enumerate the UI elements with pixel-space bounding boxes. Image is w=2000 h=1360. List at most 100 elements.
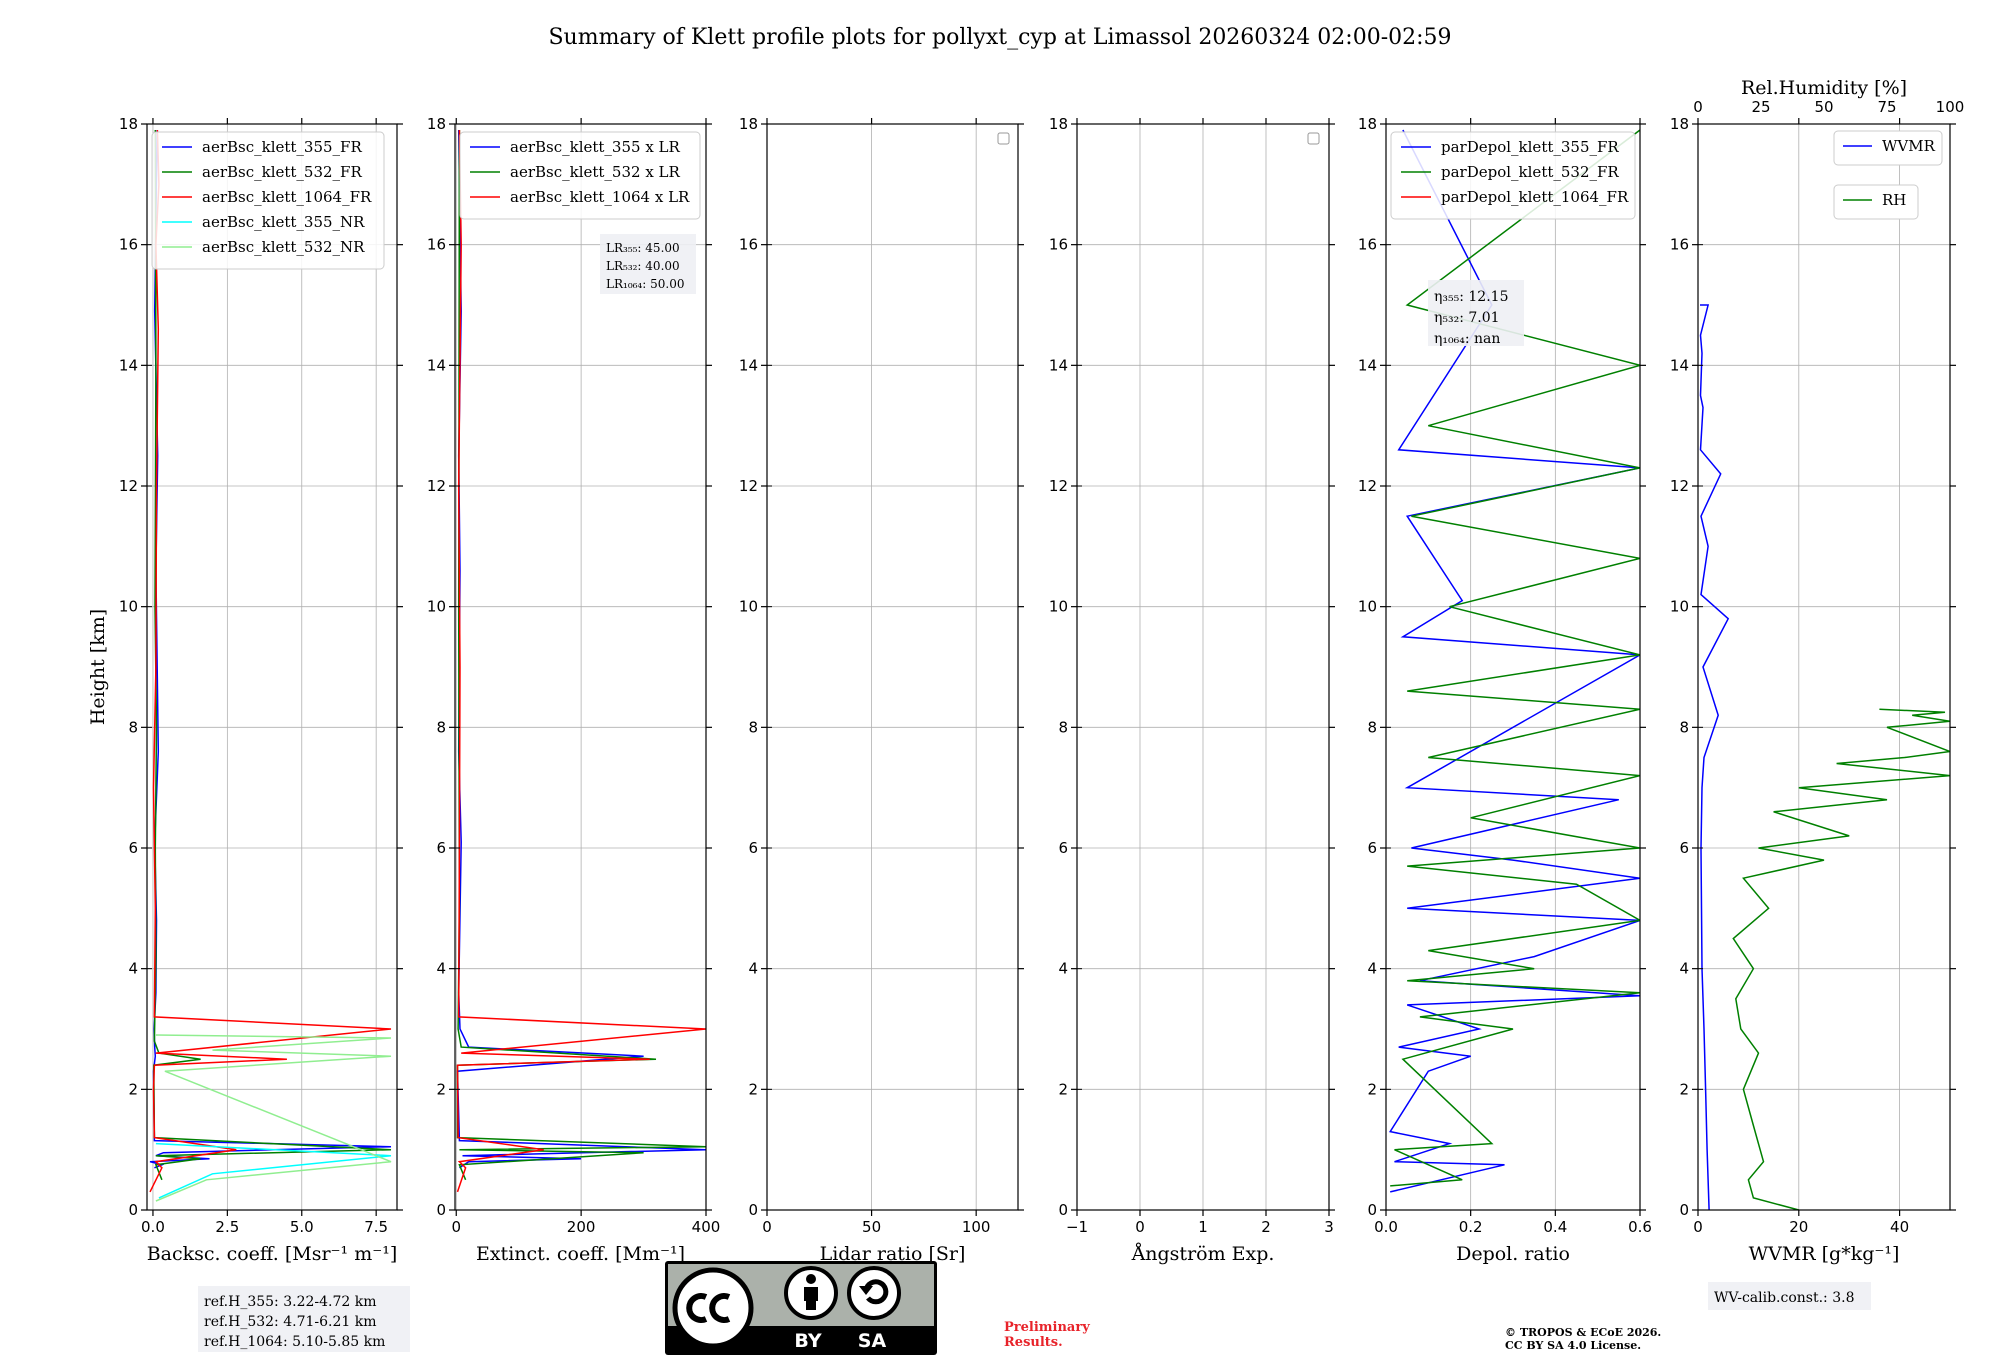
x-tick-label: 7.5 [364, 1218, 388, 1236]
x-tick-label: 3 [1324, 1218, 1334, 1236]
legend-label: aerBsc_klett_355_NR [202, 213, 365, 231]
legend-rh: RH [1833, 184, 1919, 220]
x2-tick-label: 50 [1814, 98, 1833, 116]
x2-tick-label: 75 [1877, 98, 1896, 116]
annotation-line: WV-calib.const.: 3.8 [1714, 1290, 1854, 1306]
figure-title: Summary of Klett profile plots for polly… [548, 25, 1451, 50]
axes-frame [766, 123, 1019, 1211]
x2-axis-label: Rel.Humidity [%] [1741, 77, 1907, 99]
panel-3: 0 2 4 6 8 10 12 14 16 18 0 50 100 Lidar ratio [Sr] [739, 115, 1024, 1265]
y-tick-label: 4 [436, 960, 446, 978]
y-tick-label: 18 [739, 115, 758, 133]
annotation-line: LR₅₃₂: 40.00 [606, 259, 680, 273]
y-tick-label: 8 [436, 718, 446, 736]
y-tick-label: 2 [1058, 1080, 1068, 1098]
series-line-pardepol-klett-355-fr [1388, 129, 1640, 1193]
legend-label: parDepol_klett_355_FR [1441, 138, 1619, 156]
y-tick-label: 0 [1679, 1201, 1689, 1219]
legend-label: RH [1882, 191, 1906, 209]
y-tick-label: 4 [748, 960, 758, 978]
y-tick-label: 0 [128, 1201, 138, 1219]
annotation-line: ref.H_355: 3.22-4.72 km [204, 1294, 377, 1310]
y-tick-label: 14 [1670, 356, 1689, 374]
cc-by-icon [784, 1266, 838, 1320]
legend-extinction: aerBsc_klett_355 x LR aerBsc_klett_532 x … [459, 131, 701, 220]
x-tick-label: 5.0 [290, 1218, 314, 1236]
y-tick-label: 0 [748, 1201, 758, 1219]
y-tick-label: 4 [1679, 960, 1689, 978]
x-tick-label: 100 [962, 1218, 991, 1236]
x-tick-label: 200 [567, 1218, 596, 1236]
x-axis-label: Extinct. coeff. [Mm⁻¹] [476, 1243, 685, 1265]
x-tick-label: 2 [1261, 1218, 1271, 1236]
y-tick-label: 16 [1670, 236, 1689, 254]
cc-license-badge: BY SA [665, 1261, 937, 1355]
empty-legend-angstrom [1307, 132, 1320, 145]
y-tick-label: 0 [1367, 1201, 1377, 1219]
y-tick-label: 2 [1679, 1080, 1689, 1098]
axes-frame [1385, 123, 1641, 1211]
series-line-aerbsc-klett-1064-fr [149, 129, 392, 1193]
x-axis-label: Ångström Exp. [1131, 1243, 1275, 1265]
y-tick-label: 18 [1049, 115, 1068, 133]
x-tick-label: 1 [1198, 1218, 1208, 1236]
x-tick-label: 50 [862, 1218, 881, 1236]
y-tick-label: 6 [128, 839, 138, 857]
legend-label: parDepol_klett_532_FR [1441, 163, 1619, 181]
y-tick-label: 2 [436, 1080, 446, 1098]
y-tick-label: 6 [1679, 839, 1689, 857]
y-tick-label: 10 [119, 598, 138, 616]
y-tick-label: 4 [1058, 960, 1068, 978]
legend-frame [151, 131, 385, 270]
y-tick-label: 18 [427, 115, 446, 133]
series-group [149, 129, 392, 1202]
y-tick-label: 12 [739, 477, 758, 495]
y-tick-label: 10 [1358, 598, 1377, 616]
series-group [1388, 129, 1640, 1193]
annotation-box [1708, 1282, 1871, 1310]
y-tick-label: 14 [1049, 356, 1068, 374]
annotation-line: η₁₀₆₄: nan [1434, 331, 1500, 347]
legend-wvmr: WVMR [1833, 130, 1943, 166]
annotation-line: LR₃₅₅: 45.00 [606, 241, 680, 255]
legend-frame [459, 131, 701, 220]
y-tick-label: 18 [1358, 115, 1377, 133]
x-tick-label: 0 [451, 1218, 461, 1236]
y-tick-label: 8 [1679, 718, 1689, 736]
lidar-ratio-annotation: LR₃₅₅: 45.00 LR₅₃₂: 40.00 LR₁₀₆₄: 50.00 [600, 234, 696, 294]
y-tick-label: 6 [436, 839, 446, 857]
x2-tick-label: 25 [1751, 98, 1770, 116]
x-axis-label: WVMR [g*kg⁻¹] [1749, 1243, 1900, 1265]
legend-frame [1833, 184, 1919, 220]
y-tick-label: 10 [1049, 598, 1068, 616]
legend-label: aerBsc_klett_532_FR [202, 163, 362, 181]
y-tick-label: 16 [1358, 236, 1377, 254]
y-tick-label: 18 [119, 115, 138, 133]
y-tick-label: 10 [427, 598, 446, 616]
annotation-box [600, 234, 696, 294]
annotation-box [1428, 280, 1524, 346]
y-tick-label: 10 [1670, 598, 1689, 616]
copyright-line1: © TROPOS & ECoE 2026. [1505, 1326, 1661, 1339]
legend-label: aerBsc_klett_355_FR [202, 138, 362, 156]
y-tick-label: 2 [748, 1080, 758, 1098]
legend-backscatter: aerBsc_klett_355_FR aerBsc_klett_532_FRae… [151, 131, 385, 270]
axes-frame [1697, 123, 1951, 1211]
y-tick-label: 2 [128, 1080, 138, 1098]
y-tick-label: 16 [427, 236, 446, 254]
x-axis-label: Lidar ratio [Sr] [820, 1243, 966, 1265]
series-line-rh [1732, 708, 1950, 1210]
annotation-line: η₅₃₂: 7.01 [1434, 310, 1500, 326]
y-tick-label: 16 [1049, 236, 1068, 254]
legend-label: aerBsc_klett_1064_FR [202, 188, 372, 206]
series-line-aerbsc-klett-532-nr [155, 1034, 392, 1202]
legend-label: parDepol_klett_1064_FR [1441, 188, 1629, 206]
series-group [456, 129, 706, 1193]
y-tick-label: 6 [748, 839, 758, 857]
x-axis-label: Backsc. coeff. [Msr⁻¹ m⁻¹] [147, 1243, 398, 1265]
annotation-line: ref.H_532: 4.71-6.21 km [204, 1314, 377, 1330]
y-tick-label: 14 [427, 356, 446, 374]
x-tick-label: 0 [762, 1218, 772, 1236]
